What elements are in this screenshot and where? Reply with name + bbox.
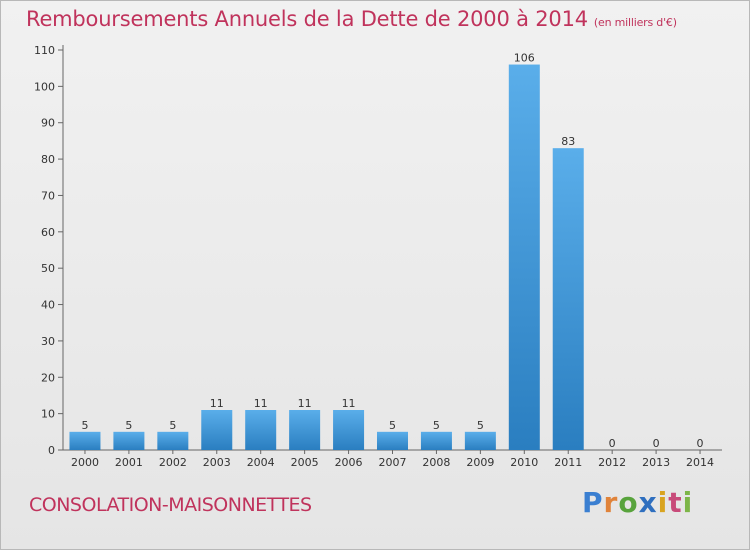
x-tick-label: 2005 bbox=[291, 456, 319, 469]
x-tick-label: 2002 bbox=[159, 456, 187, 469]
y-tick-label: 110 bbox=[34, 44, 55, 57]
x-tick-label: 2009 bbox=[466, 456, 494, 469]
x-tick-label: 2006 bbox=[335, 456, 363, 469]
bar bbox=[157, 431, 189, 450]
bar bbox=[113, 431, 145, 450]
bar bbox=[201, 410, 233, 450]
x-tick-label: 2004 bbox=[247, 456, 275, 469]
bar bbox=[508, 64, 540, 450]
y-axis: 0 10 20 30 40 50 60 70 80 90 100 110 bbox=[34, 44, 64, 457]
bar bbox=[377, 431, 408, 450]
chart-title-text: Remboursements Annuels de la Dette de 20… bbox=[26, 7, 588, 31]
bars bbox=[69, 64, 584, 450]
data-label: 83 bbox=[561, 135, 575, 148]
x-tick-label: 2012 bbox=[598, 456, 626, 469]
y-tick-label: 20 bbox=[41, 371, 55, 384]
chart-unit: (en milliers d'€) bbox=[593, 16, 677, 29]
data-label: 5 bbox=[169, 419, 176, 432]
y-tick-label: 90 bbox=[41, 117, 55, 130]
x-tick-label: 2008 bbox=[422, 456, 450, 469]
x-tick-label: 2000 bbox=[71, 456, 99, 469]
data-label: 5 bbox=[477, 419, 484, 432]
y-tick-label: 10 bbox=[41, 408, 55, 421]
data-label: 5 bbox=[389, 419, 396, 432]
x-tick-label: 2014 bbox=[686, 456, 714, 469]
data-label: 5 bbox=[125, 419, 132, 432]
data-label: 5 bbox=[433, 419, 440, 432]
bar bbox=[245, 410, 277, 450]
data-label: 11 bbox=[254, 397, 268, 410]
x-tick-label: 2011 bbox=[554, 456, 582, 469]
data-label: 5 bbox=[81, 419, 88, 432]
x-tick-label: 2001 bbox=[115, 456, 143, 469]
y-tick-label: 50 bbox=[41, 262, 55, 275]
chart-title: Remboursements Annuels de la Dette de 20… bbox=[26, 7, 677, 31]
x-tick-label: 2010 bbox=[510, 456, 538, 469]
data-label: 0 bbox=[697, 437, 704, 450]
data-label: 11 bbox=[210, 397, 224, 410]
bar bbox=[420, 431, 452, 450]
bar bbox=[69, 431, 101, 450]
bar bbox=[464, 431, 496, 450]
x-tick-label: 2003 bbox=[203, 456, 231, 469]
x-axis: 2000 2001 2002 2003 2004 2005 2006 2007 2008 2009… bbox=[63, 449, 722, 469]
y-tick-label: 100 bbox=[34, 80, 55, 93]
x-tick-label: 2007 bbox=[379, 456, 407, 469]
data-label: 11 bbox=[342, 397, 356, 410]
data-label: 0 bbox=[653, 437, 660, 450]
y-tick-label: 60 bbox=[41, 226, 55, 239]
proxiti-logo: Proxiti bbox=[582, 486, 694, 519]
y-tick-label: 0 bbox=[48, 444, 55, 457]
bar bbox=[333, 410, 365, 450]
city-name: CONSOLATION-MAISONNETTES bbox=[29, 494, 312, 516]
y-tick-label: 70 bbox=[41, 189, 55, 202]
data-label: 106 bbox=[514, 52, 535, 65]
x-tick-label: 2013 bbox=[642, 456, 670, 469]
y-tick-label: 40 bbox=[41, 299, 55, 312]
y-tick-label: 80 bbox=[41, 153, 55, 166]
data-label: 11 bbox=[298, 397, 312, 410]
bar bbox=[552, 148, 584, 450]
bar bbox=[289, 410, 321, 450]
y-tick-label: 30 bbox=[41, 335, 55, 348]
value-labels: 5 5 5 11 11 11 11 5 5 5 106 83 0 0 0 bbox=[81, 52, 703, 450]
data-label: 0 bbox=[609, 437, 616, 450]
